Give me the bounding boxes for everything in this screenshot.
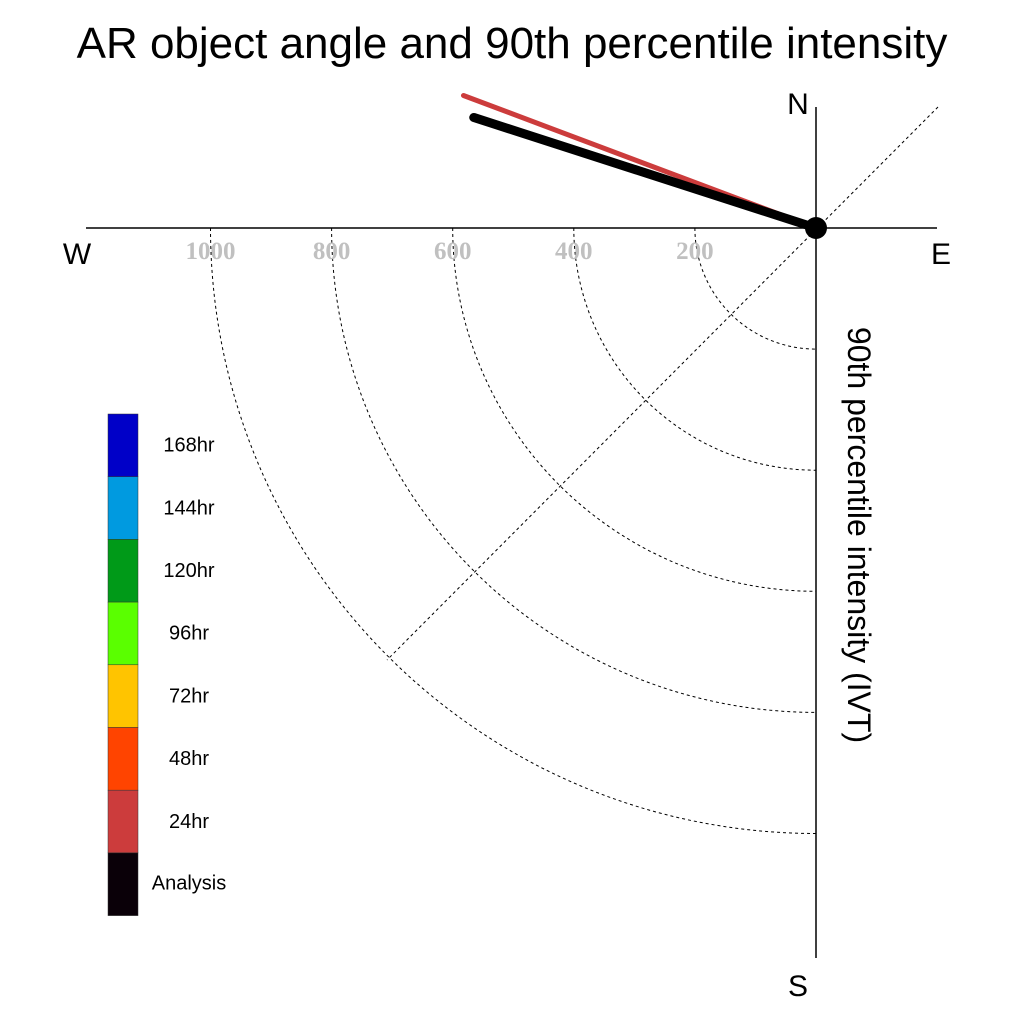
legend-label-96hr: 96hr: [169, 623, 209, 645]
legend-swatch-72hr: [107, 664, 139, 728]
compass-north-label: N: [787, 88, 809, 121]
legend-label-24hr: 24hr: [169, 811, 209, 833]
grid-ring-2: [573, 227, 817, 471]
tick-label-600: 600: [434, 238, 472, 265]
vector-analysis: [469, 112, 821, 233]
legend-swatch-24hr: [107, 789, 139, 854]
grid-ring-4: [331, 227, 817, 713]
legend: 168hr 144hr 120hr 96hr 72hr 48hr 24hr Analysis: [107, 413, 226, 916]
legend-swatch-analysis: [107, 852, 139, 916]
grid-ring-5: [210, 227, 817, 834]
vector-series: [460, 92, 821, 233]
tick-label-400: 400: [555, 238, 593, 265]
legend-swatch-96hr: [107, 601, 139, 666]
y-axis-label: 90th percentile intensity (IVT): [841, 327, 877, 743]
legend-swatch-120hr: [107, 539, 139, 603]
tick-label-1000: 1000: [186, 238, 236, 265]
compass-west-label: W: [63, 238, 92, 271]
legend-swatch-48hr: [107, 727, 139, 791]
tick-label-800: 800: [313, 238, 351, 265]
origin-marker: [805, 217, 827, 239]
legend-label-168hr: 168hr: [163, 435, 214, 457]
legend-label-48hr: 48hr: [169, 748, 209, 770]
legend-swatch-144hr: [107, 476, 139, 540]
compass-south-label: S: [788, 970, 808, 1003]
polar-grid: [210, 106, 939, 834]
tick-label-200: 200: [676, 238, 714, 265]
legend-label-120hr: 120hr: [163, 560, 214, 582]
compass-east-label: E: [931, 238, 951, 271]
legend-label-analysis: Analysis: [152, 873, 226, 895]
legend-swatch-168hr: [107, 413, 139, 477]
grid-diagonal: [386, 106, 939, 661]
legend-label-144hr: 144hr: [163, 497, 214, 519]
radial-tick-labels: 200 400 600 800 1000: [186, 238, 714, 265]
legend-label-72hr: 72hr: [169, 685, 209, 707]
grid-ring-1: [694, 227, 817, 350]
grid-ring-3: [452, 227, 817, 592]
chart-title: AR object angle and 90th percentile inte…: [77, 19, 948, 68]
